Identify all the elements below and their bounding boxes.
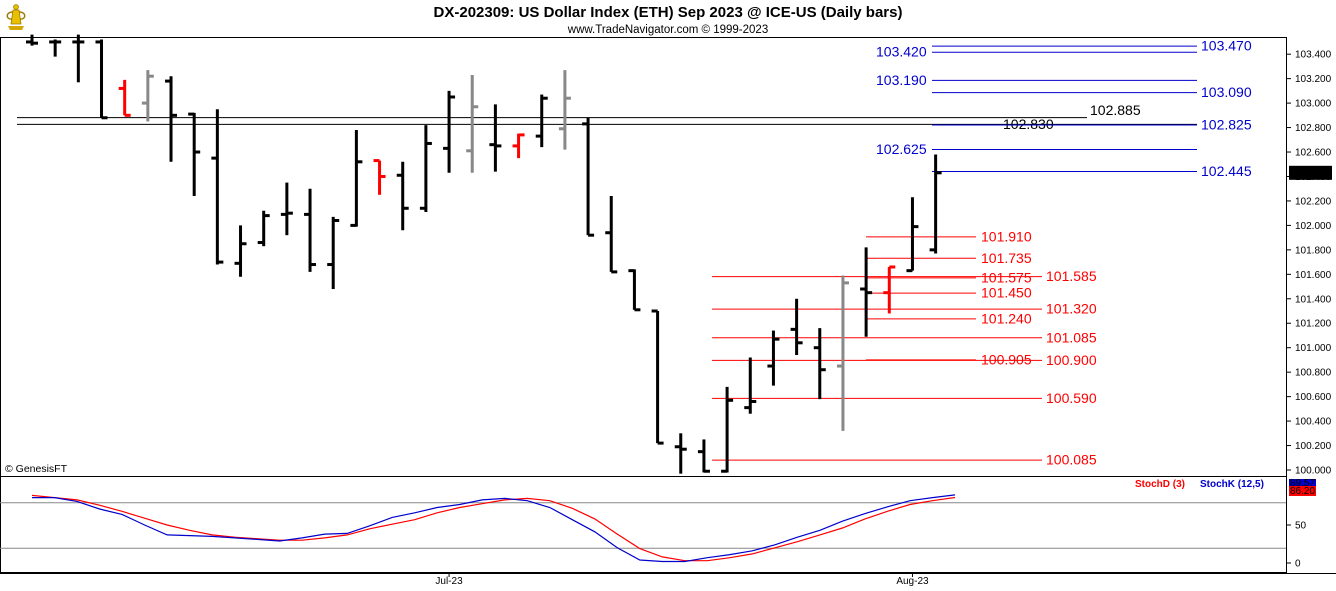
price-level-label: 101.320 <box>1046 301 1097 317</box>
y-tick-label: 103.400 <box>1295 50 1332 61</box>
stochd-last-tag <box>1289 486 1316 496</box>
chart-subtitle: www.TradeNavigator.com © 1999-2023 <box>567 24 768 36</box>
price-level-label: 103.190 <box>876 72 927 88</box>
price-level-label: 101.085 <box>1046 329 1097 345</box>
stochk-last-label: 89.57 <box>1290 478 1315 489</box>
legend-stochk: StochK (12,5) <box>1200 479 1264 490</box>
stoch-tick-label: 50 <box>1295 521 1307 532</box>
price-level-label: 101.735 <box>981 250 1032 266</box>
copyright-label: © GenesisFT <box>5 463 68 475</box>
y-tick-label: 100.600 <box>1295 392 1332 403</box>
price-bars: 102.430 <box>26 34 1332 474</box>
price-level-label: 102.445 <box>1201 163 1252 179</box>
stoch-series-line <box>31 494 956 562</box>
y-tick-label: 100.800 <box>1295 368 1332 379</box>
price-level-label: 101.575 <box>981 269 1032 285</box>
price-level-label: 102.625 <box>876 141 927 157</box>
logo-icon <box>6 4 26 30</box>
y-tick-label: 100.200 <box>1295 441 1332 452</box>
price-level-label: 100.905 <box>981 351 1032 367</box>
y-tick-label: 101.200 <box>1295 319 1332 330</box>
y-tick-label: 101.400 <box>1295 294 1332 305</box>
stoch-panel-frame <box>0 476 1287 573</box>
price-level-label: 101.450 <box>981 285 1032 301</box>
y-tick-label: 102.800 <box>1295 123 1332 134</box>
price-level-label: 101.910 <box>981 228 1032 244</box>
stochd-last-label: 86.20 <box>1290 486 1315 497</box>
price-level-label: 101.240 <box>981 310 1032 326</box>
stoch-tick-label: 0 <box>1295 559 1301 570</box>
y-tick-label: 101.600 <box>1295 270 1332 281</box>
legend-stochd: StochD (3) <box>1135 479 1185 490</box>
y-tick-label: 101.000 <box>1295 343 1332 354</box>
price-axis: 100.000 100.200 100.400 100.600 100.800 101.0… <box>1286 50 1332 477</box>
last-price-label: 102.430 <box>1291 169 1328 180</box>
y-tick-label: 101.800 <box>1295 245 1332 256</box>
price-level-label: 100.085 <box>1046 452 1097 468</box>
x-axis-labels: Jul-23 Aug-23 <box>435 573 929 587</box>
y-tick-label: 100.000 <box>1295 466 1332 477</box>
price-level-label: 103.420 <box>876 44 927 60</box>
price-level-label: 102.885 <box>1090 102 1141 118</box>
price-level-label: 100.590 <box>1046 390 1097 406</box>
price-level-label: 100.900 <box>1046 352 1097 368</box>
y-tick-label: 103.200 <box>1295 74 1332 85</box>
y-tick-label: 103.000 <box>1295 99 1332 110</box>
y-tick-label: 102.000 <box>1295 221 1332 232</box>
x-tick-label: Aug-23 <box>896 576 929 587</box>
price-level-label: 103.470 <box>1201 38 1252 54</box>
price-level-label: 102.825 <box>1201 117 1252 133</box>
chart-title: DX-202309: US Dollar Index (ETH) Sep 202… <box>434 4 903 21</box>
y-tick-label: 100.400 <box>1295 417 1332 428</box>
price-level-label: 102.830 <box>1003 116 1054 132</box>
last-price-tag <box>1289 165 1332 180</box>
price-level-label: 101.585 <box>1046 268 1097 284</box>
price-level-label: 103.090 <box>1201 84 1252 100</box>
y-tick-label: 102.600 <box>1295 148 1332 159</box>
stoch-series-line <box>32 494 956 563</box>
price-levels: 103.470 103.420 103.190 103.090 102.885 102.8… <box>17 38 1252 468</box>
stochk-last-tag <box>1289 479 1316 487</box>
x-tick-label: Jul-23 <box>435 576 463 587</box>
y-tick-label: 102.200 <box>1295 196 1332 207</box>
